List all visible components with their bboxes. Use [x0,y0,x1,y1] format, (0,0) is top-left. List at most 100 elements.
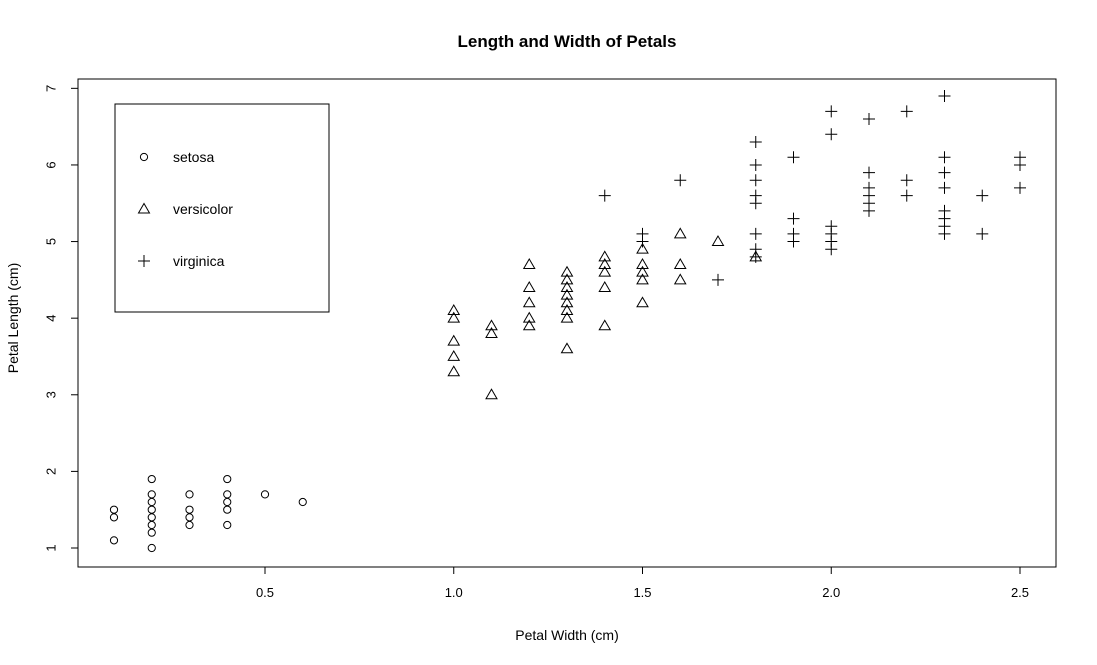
virginica-point [863,112,875,125]
versicolor-point [673,258,687,270]
virginica-point [976,189,989,202]
setosa-point [260,490,270,499]
versicolor-point [673,227,687,239]
versicolor-point [598,319,612,331]
versicolor-point [636,273,649,285]
virginica-point [938,181,951,194]
y-tick-label: 7 [43,85,58,92]
virginica-point [636,227,649,240]
setosa-point [147,543,156,553]
legend-label-virginica: virginica [173,253,225,269]
y-tick-label: 3 [43,391,58,398]
virginica-point [938,166,951,179]
virginica-point [976,227,989,240]
versicolor-point [447,334,461,346]
virginica-point [674,174,687,187]
virginica-point [787,212,800,225]
versicolor-point [485,326,498,338]
setosa-point [147,490,156,499]
virginica-point [712,273,724,286]
versicolor-point [598,265,612,277]
virginica-point [863,166,875,179]
virginica-point [1014,181,1026,194]
virginica-point [900,105,913,118]
setosa-point [147,505,156,514]
x-tick-label: 2.5 [1011,585,1029,600]
x-tick-label: 2.0 [822,585,840,600]
setosa-point [185,490,194,499]
virginica-point [749,189,762,202]
x-tick-label: 0.5 [256,585,274,600]
versicolor-point [522,258,536,270]
versicolor-point [447,365,461,377]
versicolor-point [522,319,536,331]
versicolor-point [560,342,574,354]
versicolor-point [447,349,461,361]
y-tick-label: 6 [43,161,58,168]
y-tick-label: 2 [43,468,58,475]
x-tick-label: 1.0 [445,585,463,600]
setosa-point [185,520,194,530]
versicolor-point [560,296,574,308]
virginica-point [749,243,762,256]
legend: setosa versicolor virginica [114,103,330,313]
setosa-point [147,528,156,537]
versicolor-point [560,273,574,285]
virginica-point [749,135,762,148]
setosa-point [298,497,307,507]
virginica-point [598,189,611,202]
x-tick-label: 1.5 [633,585,651,600]
y-tick-label: 5 [43,238,58,245]
setosa-point [109,513,119,522]
y-tick-label: 1 [43,544,58,551]
virginica-point [900,189,913,202]
versicolor-point [522,281,536,292]
versicolor-point [560,281,574,292]
virginica-point [749,174,762,187]
versicolor-point [522,311,536,323]
legend-marker-virginica [138,255,150,267]
legend-box [114,103,330,313]
y-tick-label: 4 [43,315,58,322]
setosa-point [147,474,156,484]
data-points [109,90,1026,553]
versicolor-point [522,296,536,308]
versicolor-point [485,319,498,331]
virginica-point [938,90,951,102]
virginica-point [900,174,913,187]
legend-marker-setosa [139,152,149,162]
setosa-point [223,497,232,507]
setosa-point [147,513,156,522]
virginica-point [938,151,951,164]
versicolor-point [711,235,725,247]
y-axis-label: Petal Length (cm) [5,263,21,374]
versicolor-point [598,281,612,292]
legend-label-versicolor: versicolor [173,201,233,217]
versicolor-point [636,258,649,270]
virginica-point [749,227,762,240]
chart-title: Length and Width of Petals [458,32,677,51]
versicolor-point [447,304,461,315]
setosa-point [185,513,194,522]
virginica-point [938,204,951,217]
setosa-point [223,520,232,530]
setosa-point [223,505,232,514]
virginica-point [787,227,800,240]
virginica-point [825,128,838,141]
setosa-point [109,536,119,545]
versicolor-point [447,311,461,323]
setosa-point [147,497,156,507]
virginica-point [825,105,838,118]
versicolor-point [636,296,649,308]
plot-frame [77,78,1057,568]
versicolor-point [598,250,612,262]
virginica-point [825,220,838,233]
y-axis: 1 2 3 4 5 6 7 [43,85,79,552]
virginica-point [749,158,762,171]
virginica-point [1014,151,1026,164]
legend-marker-versicolor [137,202,151,214]
versicolor-point [636,242,649,254]
versicolor-point [560,265,574,277]
versicolor-point [636,265,649,277]
